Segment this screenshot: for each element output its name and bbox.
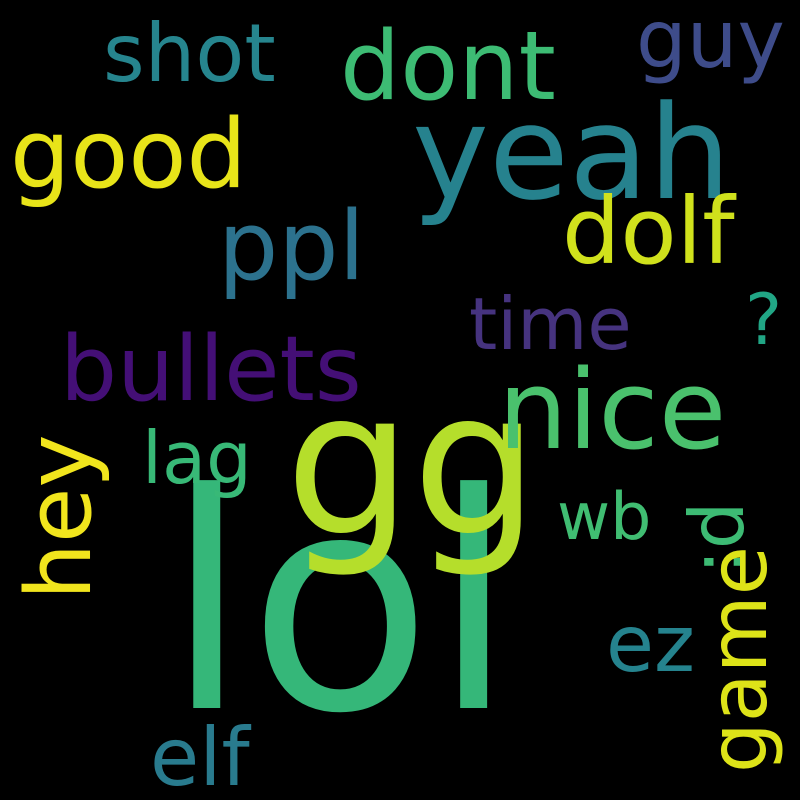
word-ppl: ppl bbox=[218, 192, 365, 302]
word-nice: nice bbox=[498, 346, 727, 474]
word-bullets: bullets bbox=[60, 317, 362, 422]
word-game: game bbox=[692, 546, 785, 773]
word-lol: lol bbox=[165, 430, 516, 779]
word-gg: gg bbox=[285, 348, 539, 581]
word-guy: guy bbox=[636, 0, 785, 86]
word-shot: shot bbox=[103, 7, 276, 100]
word-question-mark: ? bbox=[745, 279, 783, 361]
word-wb: wb bbox=[557, 480, 652, 555]
word-good: good bbox=[10, 100, 247, 210]
word-dolf: dolf bbox=[562, 178, 735, 285]
word-time: time bbox=[469, 282, 632, 366]
word-dont: dont bbox=[340, 12, 556, 122]
word-yeah: yeah bbox=[412, 77, 731, 229]
word-lag: lag bbox=[142, 416, 252, 500]
word-hey: hey bbox=[7, 434, 112, 600]
word-elf: elf bbox=[150, 711, 250, 800]
word-ez: ez bbox=[606, 600, 695, 690]
